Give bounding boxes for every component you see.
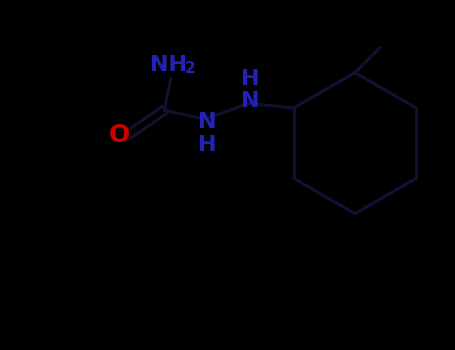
Text: N: N <box>198 112 217 132</box>
Text: 2: 2 <box>185 62 196 77</box>
Text: H: H <box>198 135 217 155</box>
Text: NH: NH <box>150 55 187 75</box>
Text: N: N <box>241 91 260 111</box>
Text: O: O <box>109 123 130 147</box>
Text: H: H <box>241 69 260 89</box>
